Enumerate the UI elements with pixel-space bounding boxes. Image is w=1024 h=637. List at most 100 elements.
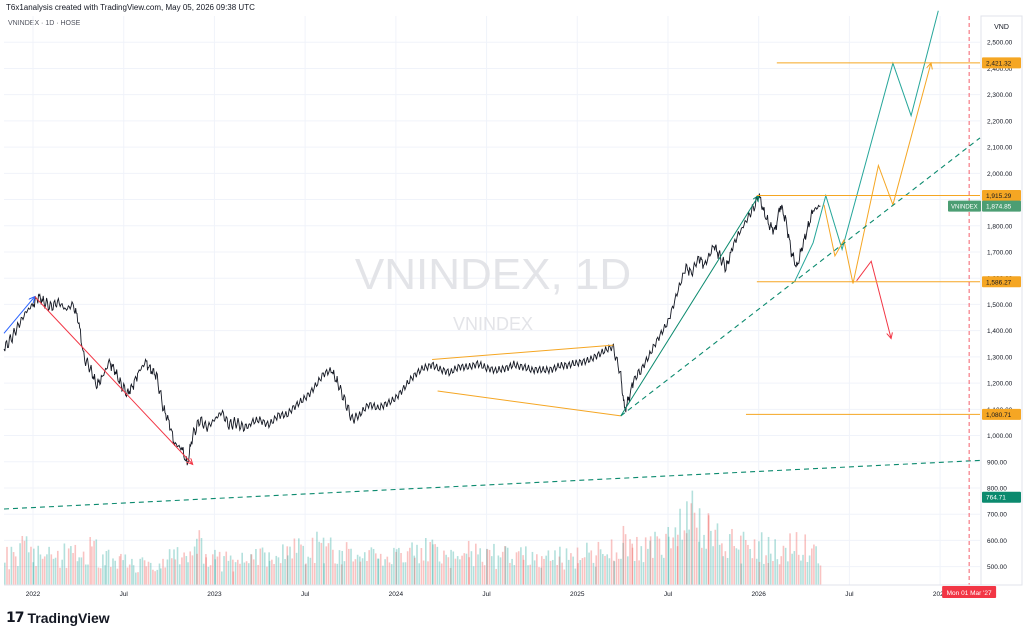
volume-bar bbox=[665, 533, 667, 585]
volume-bar bbox=[780, 556, 783, 585]
volume-bar bbox=[797, 554, 800, 585]
price-series bbox=[3, 193, 821, 466]
volume-bar bbox=[574, 568, 577, 585]
volume-bar bbox=[236, 559, 239, 585]
volume-bar bbox=[563, 569, 566, 585]
volume-bar bbox=[334, 563, 336, 585]
volume-bar bbox=[361, 558, 364, 585]
volume-bar bbox=[649, 540, 651, 585]
volume-bar bbox=[205, 554, 207, 585]
volume-bar bbox=[649, 536, 652, 585]
volume-bar bbox=[185, 556, 188, 585]
volume-bar bbox=[561, 562, 563, 585]
price-label: 1,080.71 bbox=[986, 412, 1012, 419]
volume-bar bbox=[789, 533, 791, 585]
volume-bar bbox=[409, 547, 411, 585]
volume-bar bbox=[368, 550, 370, 585]
volume-bar bbox=[581, 558, 584, 585]
volume-bar bbox=[91, 546, 93, 585]
volume-bar bbox=[443, 550, 445, 585]
volume-bar bbox=[250, 554, 253, 585]
volume-bar bbox=[703, 534, 705, 585]
volume-bar bbox=[25, 536, 28, 585]
volume-bar bbox=[758, 561, 761, 585]
volume-bar bbox=[356, 554, 359, 585]
volume-bar bbox=[660, 554, 663, 585]
volume-bar bbox=[162, 558, 164, 585]
x-tick-label: Jul bbox=[664, 591, 673, 598]
volume-bar bbox=[158, 563, 161, 585]
volume-bar bbox=[658, 538, 661, 585]
volume-bar bbox=[420, 548, 423, 585]
volume-bar bbox=[429, 541, 431, 585]
volume-bar bbox=[815, 546, 817, 585]
drawing-arrow bbox=[3, 297, 35, 334]
volume-bar bbox=[479, 548, 482, 585]
tradingview-logo[interactable]: 17 TradingView bbox=[6, 610, 110, 626]
volume-bar bbox=[739, 535, 742, 585]
volume-bar bbox=[608, 558, 611, 585]
volume-bar bbox=[126, 567, 129, 585]
volume-bar bbox=[232, 571, 235, 585]
volume-bar bbox=[567, 559, 570, 585]
volume-bar bbox=[234, 562, 237, 585]
y-tick-label: 2,400.00 bbox=[987, 66, 1013, 73]
volume-bar bbox=[624, 534, 627, 585]
price-axis[interactable]: VND 500.00 600.00 700.00 800.00 900.00 1,000.0… bbox=[948, 15, 1023, 586]
volume-bar bbox=[152, 569, 154, 585]
volume-bar bbox=[181, 557, 183, 585]
volume-bar bbox=[647, 548, 649, 585]
volume-bar bbox=[793, 551, 796, 585]
volume-bar bbox=[97, 567, 100, 585]
volume-bar bbox=[672, 537, 674, 585]
tradingview-logo-text: TradingView bbox=[27, 610, 110, 626]
volume-bar bbox=[300, 544, 302, 585]
volume-bar bbox=[795, 532, 798, 585]
volume-bar bbox=[813, 544, 815, 585]
volume-bar bbox=[338, 550, 341, 585]
volume-bar bbox=[652, 557, 654, 585]
volume-bar bbox=[721, 543, 723, 585]
volume-bar bbox=[522, 555, 524, 585]
volume-bar bbox=[43, 556, 46, 585]
volume-bar bbox=[118, 556, 121, 585]
volume-bar bbox=[588, 552, 590, 585]
volume-bar bbox=[189, 551, 192, 585]
time-axis[interactable]: 2022 Jul 2023 Jul 2024 Jul 2025 Jul 2026 Jul 2027 M… bbox=[4, 584, 1022, 598]
volume-bar bbox=[467, 540, 470, 585]
volume-bar bbox=[629, 539, 631, 585]
x-tick-label: 2025 bbox=[570, 591, 585, 598]
volume-bar bbox=[196, 553, 198, 585]
volume-bar bbox=[760, 532, 763, 585]
volume-bar bbox=[450, 549, 452, 585]
volume-bar bbox=[424, 538, 427, 585]
x-tick-label: Jul bbox=[120, 591, 129, 598]
volume-bar bbox=[325, 546, 328, 585]
volume-bar bbox=[139, 558, 142, 585]
volume-bar bbox=[620, 558, 622, 585]
volume-bar bbox=[406, 551, 409, 585]
volume-bar bbox=[688, 529, 690, 585]
volume-bar bbox=[597, 541, 600, 585]
price-label-box bbox=[982, 190, 1021, 202]
volume-bar bbox=[329, 537, 332, 585]
volume-bar bbox=[486, 549, 489, 585]
volume-bar bbox=[8, 569, 10, 585]
volume-bar bbox=[93, 540, 95, 585]
volume-bar bbox=[316, 531, 318, 585]
currency-label: VND bbox=[994, 24, 1009, 31]
volume-bar bbox=[592, 562, 595, 585]
volume-bar bbox=[54, 557, 57, 585]
volume-bar bbox=[89, 537, 91, 585]
volume-bar bbox=[509, 562, 511, 585]
volume-bar bbox=[468, 557, 471, 585]
volume-bar bbox=[531, 551, 534, 585]
volume-bar bbox=[12, 552, 15, 585]
volume-bar bbox=[332, 549, 334, 585]
volume-bar bbox=[320, 542, 323, 585]
volume-bar bbox=[698, 541, 700, 585]
x-tick-label: 2023 bbox=[207, 591, 222, 598]
volume-bar bbox=[576, 547, 579, 585]
volume-bar bbox=[654, 531, 656, 585]
